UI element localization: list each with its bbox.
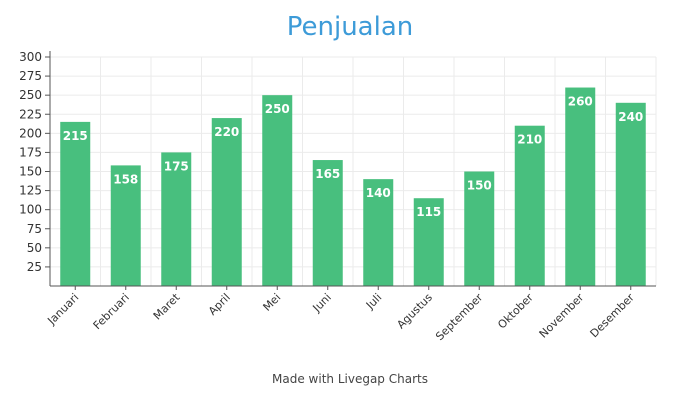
x-tick-label: April — [206, 291, 233, 318]
y-tick-label: 175 — [19, 145, 42, 159]
bar-value-label: 150 — [467, 179, 492, 193]
bar[interactable] — [161, 152, 192, 286]
bar-value-label: 165 — [315, 167, 340, 181]
bar-value-label: 220 — [214, 125, 239, 139]
axes — [45, 51, 656, 290]
bar[interactable] — [312, 160, 343, 286]
x-tick-label: Agustus — [394, 291, 435, 332]
bar[interactable] — [565, 87, 596, 287]
y-tick-label: 250 — [19, 88, 42, 102]
x-tick-label: Oktober — [495, 291, 536, 332]
y-tick-label: 225 — [19, 107, 42, 121]
y-tick-label: 150 — [19, 165, 42, 179]
bar-series: 215 158 175 220 250 165 140 115 150 210 260 240 — [60, 87, 646, 287]
bar-value-label: 240 — [618, 110, 643, 124]
y-tick-label: 275 — [19, 69, 42, 83]
bar-value-label: 250 — [265, 102, 290, 116]
y-tick-label: 75 — [27, 222, 42, 236]
bar[interactable] — [615, 102, 646, 286]
grid-lines — [50, 56, 657, 286]
x-tick-label: Desember — [588, 291, 638, 341]
bar[interactable] — [60, 121, 91, 286]
bar-value-label: 140 — [366, 186, 391, 200]
bar[interactable] — [464, 171, 495, 287]
bar[interactable] — [110, 165, 141, 286]
bar-value-label: 175 — [164, 159, 189, 173]
y-tick-label: 100 — [19, 203, 42, 217]
y-tick-label: 300 — [19, 50, 42, 64]
x-tick-label: Juni — [310, 291, 334, 315]
x-tick-label: Februari — [91, 291, 132, 332]
bar-value-label: 215 — [63, 129, 88, 143]
bar[interactable] — [363, 179, 394, 286]
x-tick-label: Mei — [261, 291, 284, 314]
x-tick-label: Juli — [363, 291, 384, 312]
x-tick-label: Januari — [44, 291, 81, 328]
y-tick-label: 125 — [19, 184, 42, 198]
bar[interactable] — [514, 125, 545, 286]
bar[interactable] — [413, 198, 444, 286]
y-tick-label: 50 — [27, 241, 42, 255]
bar-value-label: 115 — [416, 205, 441, 219]
bar[interactable] — [211, 118, 242, 286]
y-tick-label: 200 — [19, 126, 42, 140]
y-tick-label: 25 — [27, 260, 42, 274]
x-tick-label: Maret — [151, 290, 183, 322]
bar-value-label: 260 — [568, 95, 593, 109]
bar[interactable] — [262, 95, 293, 287]
x-tick-label: September — [433, 291, 486, 344]
bar-value-label: 210 — [517, 133, 542, 147]
bar-value-label: 158 — [113, 172, 138, 186]
footer-credit: Made with Livegap Charts — [272, 372, 428, 386]
chart-title: Penjualan — [286, 12, 414, 42]
x-tick-label: November — [537, 291, 587, 341]
